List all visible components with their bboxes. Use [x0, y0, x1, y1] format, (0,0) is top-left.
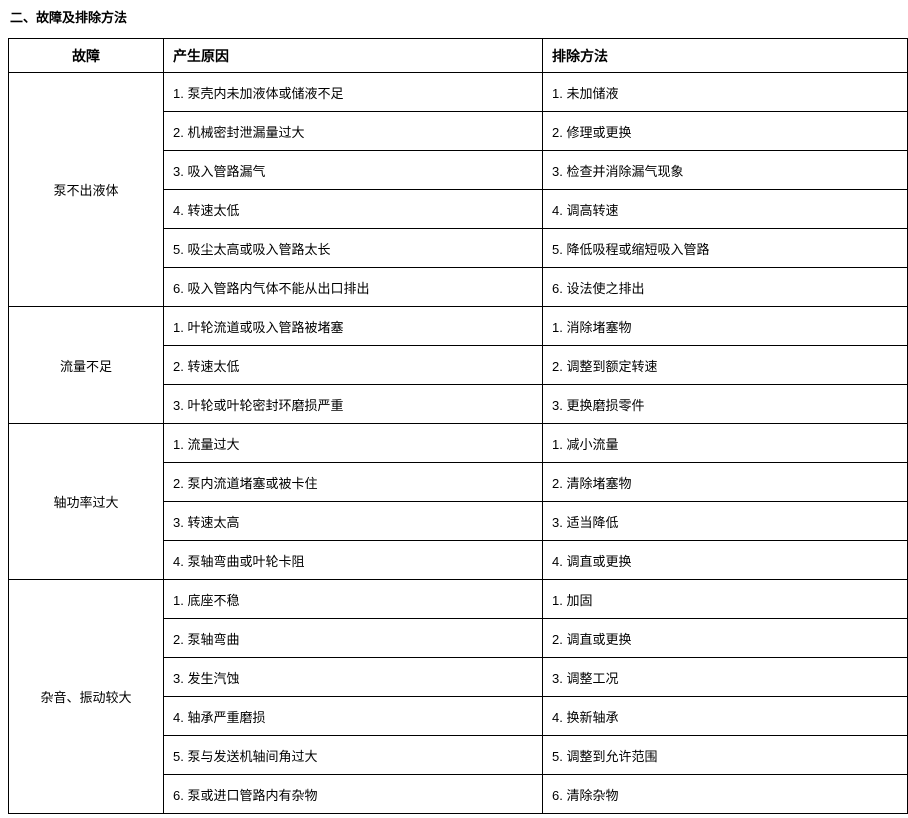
table-row: 4. 泵轴弯曲或叶轮卡阻 4. 调直或更换 — [9, 540, 908, 580]
cause-cell: 6. 泵或进口管路内有杂物 — [163, 774, 543, 814]
table-row: 6. 吸入管路内气体不能从出口排出 6. 设法使之排出 — [9, 267, 908, 307]
cause-cell: 2. 泵轴弯曲 — [163, 618, 543, 658]
remedy-cell: 1. 消除堵塞物 — [542, 306, 908, 346]
cause-cell: 5. 泵与发送机轴间角过大 — [163, 735, 543, 775]
cause-cell: 5. 吸尘太高或吸入管路太长 — [163, 228, 543, 268]
table-row: 轴功率过大 1. 流量过大 1. 减小流量 — [8, 423, 908, 580]
table-row: 4. 轴承严重磨损 4. 换新轴承 — [9, 696, 908, 736]
cause-cell: 3. 转速太高 — [163, 501, 543, 541]
remedy-cell: 2. 调直或更换 — [542, 618, 908, 658]
fault-cell: 流量不足 — [8, 306, 164, 424]
remedy-cell: 3. 更换磨损零件 — [542, 384, 908, 424]
fault-troubleshooting-table: 故障 产生原因 排除方法 泵不出液体 1. 泵壳内未加液体或储液不足 1. 未加… — [8, 38, 908, 814]
table-row: 2. 机械密封泄漏量过大 2. 修理或更换 — [9, 111, 908, 151]
remedy-cell: 2. 修理或更换 — [542, 111, 908, 151]
cause-cell: 1. 叶轮流道或吸入管路被堵塞 — [163, 306, 543, 346]
cause-cell: 6. 吸入管路内气体不能从出口排出 — [163, 267, 543, 307]
cause-cell: 3. 吸入管路漏气 — [163, 150, 543, 190]
remedy-cell: 3. 调整工况 — [542, 657, 908, 697]
cause-cell: 1. 泵壳内未加液体或储液不足 — [163, 72, 543, 112]
remedy-cell: 6. 设法使之排出 — [542, 267, 908, 307]
table-row: 杂音、振动较大 1. 底座不稳 1. 加固 — [8, 579, 908, 814]
remedy-cell: 6. 清除杂物 — [542, 774, 908, 814]
remedy-cell: 4. 调直或更换 — [542, 540, 908, 580]
table-row: 2. 泵内流道堵塞或被卡住 2. 清除堵塞物 — [9, 462, 908, 502]
remedy-cell: 4. 换新轴承 — [542, 696, 908, 736]
table-row: 3. 吸入管路漏气 3. 检查并消除漏气现象 — [9, 150, 908, 190]
remedy-cell: 5. 调整到允许范围 — [542, 735, 908, 775]
cause-cell: 3. 发生汽蚀 — [163, 657, 543, 697]
table-row: 3. 叶轮或叶轮密封环磨损严重 3. 更换磨损零件 — [9, 384, 908, 424]
cause-cell: 1. 流量过大 — [163, 423, 543, 463]
fault-cell: 泵不出液体 — [8, 72, 164, 307]
fault-cell: 杂音、振动较大 — [8, 579, 164, 814]
cause-cell: 4. 泵轴弯曲或叶轮卡阻 — [163, 540, 543, 580]
cause-cell: 2. 机械密封泄漏量过大 — [163, 111, 543, 151]
fault-cell: 轴功率过大 — [8, 423, 164, 580]
header-row: 故障 产生原因 排除方法 — [8, 38, 908, 73]
cause-cell: 2. 转速太低 — [163, 345, 543, 385]
remedy-cell: 3. 适当降低 — [542, 501, 908, 541]
table-row: 5. 吸尘太高或吸入管路太长 5. 降低吸程或缩短吸入管路 — [9, 228, 908, 268]
table-row: 4. 转速太低 4. 调高转速 — [9, 189, 908, 229]
cause-cell: 4. 转速太低 — [163, 189, 543, 229]
remedy-cell: 5. 降低吸程或缩短吸入管路 — [542, 228, 908, 268]
table-row: 2. 泵轴弯曲 2. 调直或更换 — [9, 618, 908, 658]
remedy-cell: 1. 减小流量 — [542, 423, 908, 463]
remedy-cell: 4. 调高转速 — [542, 189, 908, 229]
table-row: 5. 泵与发送机轴间角过大 5. 调整到允许范围 — [9, 735, 908, 775]
header-cause: 产生原因 — [163, 38, 543, 73]
table-row: 3. 发生汽蚀 3. 调整工况 — [9, 657, 908, 697]
table-row: 2. 转速太低 2. 调整到额定转速 — [9, 345, 908, 385]
remedy-cell: 2. 清除堵塞物 — [542, 462, 908, 502]
remedy-cell: 1. 未加储液 — [542, 72, 908, 112]
header-remedy: 排除方法 — [542, 38, 908, 73]
cause-cell: 1. 底座不稳 — [163, 579, 543, 619]
cause-cell: 2. 泵内流道堵塞或被卡住 — [163, 462, 543, 502]
remedy-cell: 1. 加固 — [542, 579, 908, 619]
remedy-cell: 2. 调整到额定转速 — [542, 345, 908, 385]
cause-cell: 3. 叶轮或叶轮密封环磨损严重 — [163, 384, 543, 424]
header-fault: 故障 — [8, 38, 164, 73]
table-row: 6. 泵或进口管路内有杂物 6. 清除杂物 — [9, 774, 908, 814]
section-title: 二、故障及排除方法 — [10, 10, 128, 25]
cause-cell: 4. 轴承严重磨损 — [163, 696, 543, 736]
table-row: 流量不足 1. 叶轮流道或吸入管路被堵塞 1. 消除堵塞物 — [8, 306, 908, 424]
table-row: 泵不出液体 1. 泵壳内未加液体或储液不足 1. 未加储液 — [8, 72, 908, 307]
remedy-cell: 3. 检查并消除漏气现象 — [542, 150, 908, 190]
